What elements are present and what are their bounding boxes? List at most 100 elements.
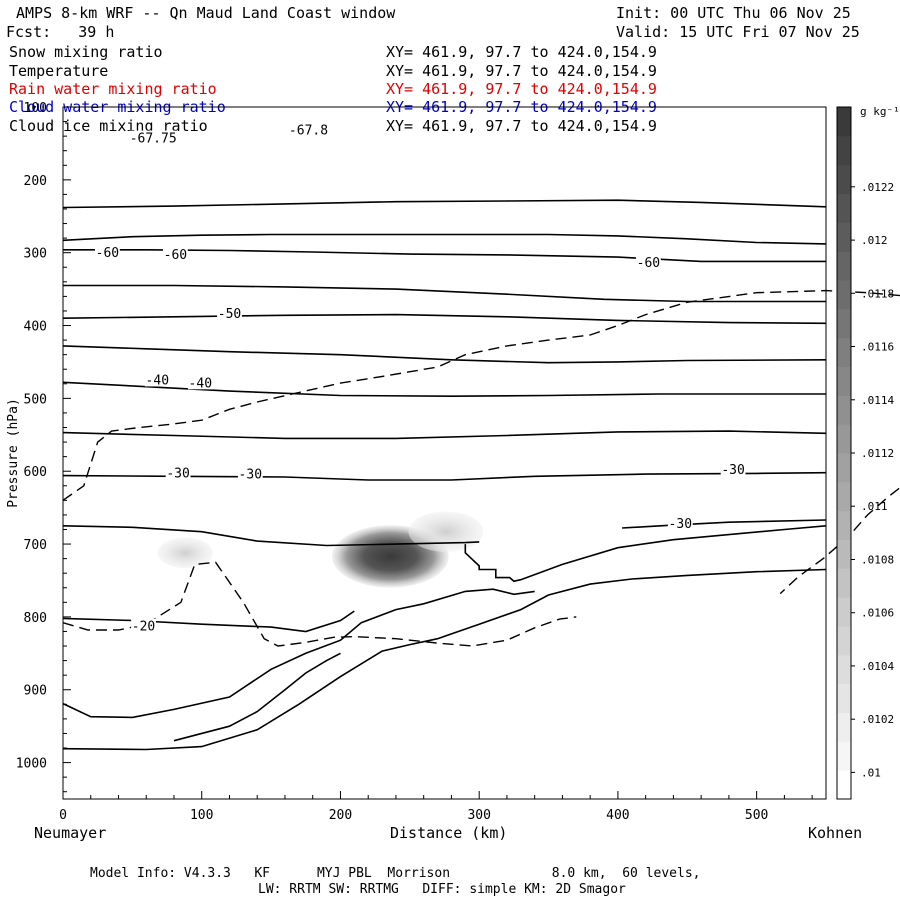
temperature-contours xyxy=(62,199,827,633)
contour-label-bg-2 xyxy=(636,255,661,270)
y-axis-label: Pressure (hPa) xyxy=(6,398,21,508)
field-name-temperature: Temperature xyxy=(9,62,109,80)
init-time: Init: 00 UTC Thu 06 Nov 25 xyxy=(616,4,851,22)
colorbar-bin-4 xyxy=(837,654,851,685)
temperature-contour-5 xyxy=(62,345,827,364)
temperature-contour-11 xyxy=(464,525,827,583)
shading-blob-1 xyxy=(408,511,484,552)
contour-label-bg-11 xyxy=(288,122,329,137)
contour-label-bg-12 xyxy=(129,130,177,145)
colorbar-bin-16 xyxy=(837,308,851,339)
start-station-label: Neumayer xyxy=(34,824,107,842)
colorbar-bin-0 xyxy=(837,770,851,800)
y-tick-label-2: 300 xyxy=(24,247,47,262)
temperature-contour-1 xyxy=(62,199,827,209)
colorbar-tick-label-8: .0116 xyxy=(861,341,894,354)
contour-label-bg-1 xyxy=(163,247,188,262)
temperature-contour-0 xyxy=(62,233,827,245)
contour-label-bg-8 xyxy=(720,462,746,476)
contour-label-5: -40 xyxy=(189,376,212,391)
contour-label-3: -50 xyxy=(218,307,241,322)
colorbar-bin-8 xyxy=(837,539,851,569)
model-info-line1: Model Info: V4.3.3 KF MYJ PBL Morrison 8… xyxy=(90,866,701,881)
field-xy-rain: XY= 461.9, 97.7 to 424.0,154.9 xyxy=(386,80,657,98)
contour-label-8: -30 xyxy=(721,463,744,478)
contour-label-4: -40 xyxy=(146,373,169,388)
colorbar: g kg⁻¹ .01 .0102 .0104 .0106 .0108 .011 .0112 .0… xyxy=(836,105,900,800)
y-tick-label-0: 100 xyxy=(24,101,47,116)
contour-label-10: -20 xyxy=(132,620,155,635)
colorbar-bin-17 xyxy=(837,280,851,310)
contour-label-9: -30 xyxy=(669,517,692,532)
colorbar-bin-5 xyxy=(837,626,851,656)
colorbar-bin-10 xyxy=(837,481,851,512)
contour-label-bg-5 xyxy=(187,375,213,390)
contour-labels: -60 -60 -60 -50 -40 -40 -30 -30 -30 -30 -20 -67.8 -6… xyxy=(95,122,746,635)
colorbar-bin-22 xyxy=(837,135,851,166)
colorbar-tick-label-11: .0122 xyxy=(861,181,894,194)
y-tick-label-5: 600 xyxy=(24,465,47,480)
colorbar-bin-19 xyxy=(837,222,851,252)
plot-frame xyxy=(62,106,827,800)
temperature-contour-12 xyxy=(62,610,355,633)
terrain-line-0 xyxy=(62,588,535,719)
contour-label-bg-4 xyxy=(144,372,170,387)
contour-label-bg-0 xyxy=(95,245,120,259)
snow-contour-0 xyxy=(62,289,900,595)
y-tick-label-7: 800 xyxy=(24,611,47,626)
colorbar-bin-15 xyxy=(837,337,851,367)
model-info-line2: LW: RRTM SW: RRTMG DIFF: simple KM: 2D S… xyxy=(258,882,626,897)
colorbar-bin-13 xyxy=(837,395,851,425)
x-axis-label: Distance (km) xyxy=(390,824,508,842)
colorbar-bin-2 xyxy=(837,712,851,742)
colorbar-bin-9 xyxy=(837,510,851,540)
contour-label-12: -67.75 xyxy=(130,132,177,147)
y-tick-label-4: 500 xyxy=(24,392,47,407)
field-xy-temperature: XY= 461.9, 97.7 to 424.0,154.9 xyxy=(386,62,657,80)
terrain-lines xyxy=(62,568,827,751)
shading-blob-2 xyxy=(157,537,213,568)
contour-label-6: -30 xyxy=(166,467,189,482)
forecast-hour: Fcst: 39 h xyxy=(6,23,115,41)
colorbar-bin-12 xyxy=(837,424,851,454)
x-tick-label-4: 400 xyxy=(606,808,629,823)
field-name-snow: Snow mixing ratio xyxy=(9,43,163,61)
colorbar-tick-label-7: .0114 xyxy=(861,394,894,407)
field-xy-cloud-ice: XY= 461.9, 97.7 to 424.0,154.9 xyxy=(386,117,657,135)
contour-label-2: -60 xyxy=(637,256,660,271)
colorbar-bin-20 xyxy=(837,193,851,223)
x-tick-label-2: 200 xyxy=(329,808,352,823)
axes: 0 100 200 300 400 500 100 200 300 400 500 600 700 800… xyxy=(16,101,813,823)
contour-label-bg-3 xyxy=(217,306,242,321)
colorbar-unit: g kg⁻¹ xyxy=(860,105,900,118)
temperature-contour-3 xyxy=(63,284,826,303)
y-tick-label-3: 400 xyxy=(24,320,47,335)
colorbar-tick-label-10: .012 xyxy=(861,234,888,247)
contour-label-1: -60 xyxy=(164,248,187,263)
colorbar-bin-21 xyxy=(837,164,851,194)
x-tick-label-3: 300 xyxy=(467,808,490,823)
colorbar-tick-label-1: .0102 xyxy=(861,713,894,726)
colorbar-tick-label-9: .0118 xyxy=(861,287,894,300)
x-tick-label-5: 500 xyxy=(745,808,768,823)
colorbar-bin-23 xyxy=(837,107,851,137)
temperature-contour-8 xyxy=(62,471,827,481)
contour-label-7: -30 xyxy=(239,467,262,482)
temperature-contour-4 xyxy=(62,313,827,325)
x-tick-label-1: 100 xyxy=(190,808,213,823)
colorbar-bin-6 xyxy=(837,597,851,627)
colorbar-tick-label-2: .0104 xyxy=(861,660,894,673)
colorbar-bin-11 xyxy=(837,453,851,483)
valid-time: Valid: 15 UTC Fri 07 Nov 25 xyxy=(616,23,860,41)
x-tick-label-0: 0 xyxy=(59,808,67,823)
y-tick-label-1: 200 xyxy=(24,174,47,189)
colorbar-tick-label-3: .0106 xyxy=(861,607,894,620)
y-tick-label-8: 900 xyxy=(24,684,47,699)
temperature-contour-9 xyxy=(62,525,480,547)
contour-label-bg-6 xyxy=(165,465,191,480)
contour-label-bg-7 xyxy=(237,466,263,481)
field-name-rain: Rain water mixing ratio xyxy=(9,80,217,98)
terrain-line-1 xyxy=(62,568,827,751)
end-station-label: Kohnen xyxy=(808,824,863,842)
